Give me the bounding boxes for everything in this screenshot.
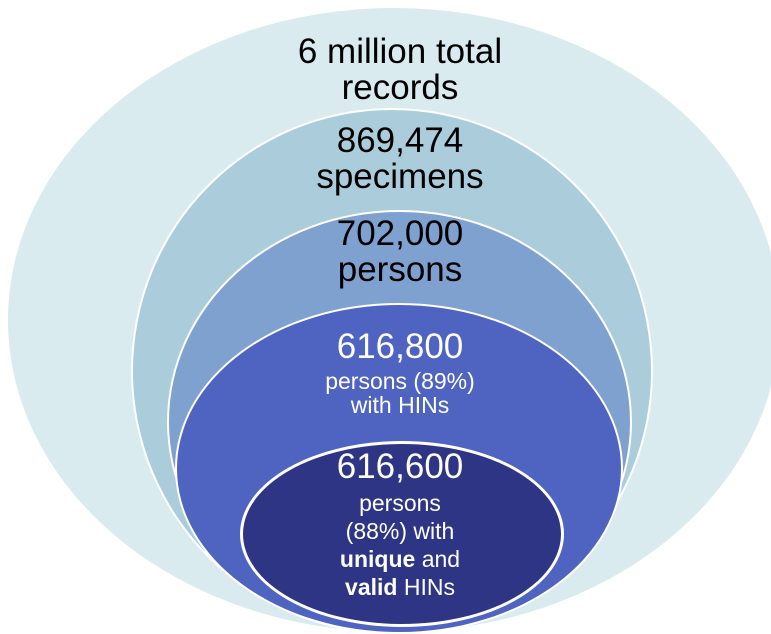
specimens-label: 869,474 specimens (200, 123, 600, 195)
persons-with-hins-value: 616,800 (336, 327, 464, 366)
unique-valid-hins-line-3: unique and (250, 545, 550, 573)
persons-description: persons (337, 250, 463, 289)
valid-rest-text: HINs (397, 574, 455, 600)
total-records-description: records (341, 68, 459, 107)
unique-valid-hins-line-2: (88%) with (345, 518, 455, 544)
unique-valid-hins-line-1: persons (359, 490, 441, 516)
total-records-label: 6 million total records (200, 34, 600, 106)
unique-valid-hins-line-4: valid HINs (250, 573, 550, 601)
persons-value: 702,000 (336, 214, 464, 253)
specimens-description: specimens (316, 157, 484, 196)
valid-bold-text: valid (345, 574, 398, 600)
unique-valid-hins-description: persons (88%) with unique and valid HINs (250, 489, 550, 601)
persons-with-hins-description: persons (89%) with HINs (200, 369, 600, 417)
persons-label: 702,000 persons (200, 216, 600, 288)
total-records-value: 6 million total (297, 32, 503, 71)
unique-rest-text: and (415, 546, 461, 572)
unique-bold-text: unique (339, 546, 416, 572)
ellipse-unique-valid-hins (240, 441, 564, 627)
persons-with-hins-line-1: persons (89%) (325, 368, 475, 394)
specimens-value: 869,474 (336, 121, 464, 160)
unique-valid-hins-value: 616,600 (336, 447, 464, 486)
persons-with-hins-line-2: with HINs (350, 392, 450, 418)
